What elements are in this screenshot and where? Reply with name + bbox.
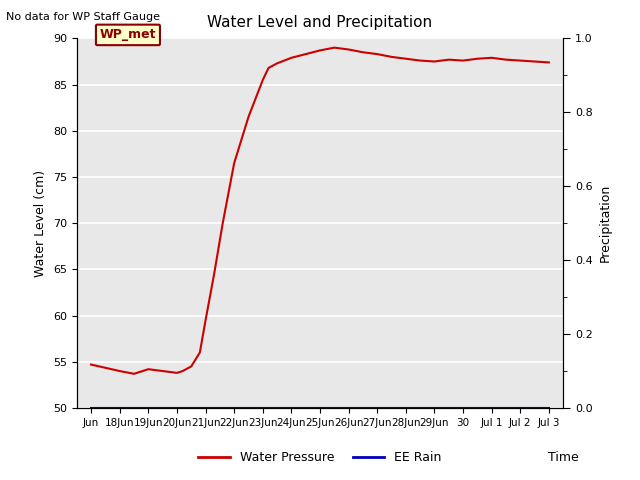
Water Pressure [431, 59, 438, 64]
Water Pressure [359, 49, 367, 55]
Water Pressure [330, 45, 338, 50]
Water Pressure [316, 48, 324, 53]
Water Pressure [531, 59, 538, 64]
Water Pressure [211, 271, 218, 277]
Text: Time: Time [548, 451, 579, 464]
Water Pressure [416, 58, 424, 63]
Water Pressure [488, 55, 495, 60]
Water Pressure [345, 47, 353, 52]
Legend: Water Pressure, EE Rain: Water Pressure, EE Rain [193, 446, 447, 469]
Water Pressure [388, 54, 396, 60]
Water Pressure [273, 60, 281, 66]
Water Pressure [265, 65, 273, 71]
Water Pressure [202, 317, 209, 323]
Water Pressure [116, 368, 124, 374]
Water Pressure [474, 56, 481, 61]
Water Pressure [445, 57, 452, 62]
Water Pressure [259, 77, 267, 83]
Water Pressure [219, 220, 227, 226]
Title: Water Level and Precipitation: Water Level and Precipitation [207, 15, 433, 30]
Water Pressure [145, 366, 152, 372]
Water Pressure [244, 114, 252, 120]
Text: WP_met: WP_met [100, 28, 156, 41]
Water Pressure [230, 160, 238, 166]
Water Pressure [287, 55, 295, 60]
Line: Water Pressure: Water Pressure [91, 48, 549, 374]
Water Pressure [516, 58, 524, 63]
Y-axis label: Water Level (cm): Water Level (cm) [35, 169, 47, 277]
Water Pressure [159, 368, 166, 374]
Water Pressure [302, 51, 310, 57]
Water Pressure [130, 371, 138, 377]
Text: No data for WP Staff Gauge: No data for WP Staff Gauge [6, 12, 161, 22]
Water Pressure [373, 51, 381, 57]
Water Pressure [502, 57, 510, 62]
Water Pressure [188, 363, 195, 369]
Water Pressure [196, 349, 204, 355]
Y-axis label: Precipitation: Precipitation [598, 184, 611, 263]
Water Pressure [87, 362, 95, 368]
Water Pressure [179, 368, 186, 374]
Water Pressure [402, 56, 410, 61]
Water Pressure [460, 58, 467, 63]
Water Pressure [545, 60, 553, 65]
Water Pressure [173, 370, 180, 376]
